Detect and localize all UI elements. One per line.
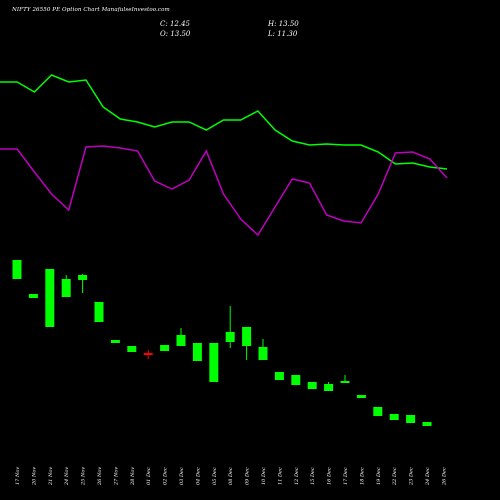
candle-body (28, 294, 38, 298)
x-tick-label: 04 Dec (195, 467, 201, 485)
x-tick-label: 05 Dec (212, 467, 218, 485)
candle-body (78, 275, 88, 280)
x-tick-label: 24 Nov (64, 467, 70, 486)
candle-body (258, 347, 268, 360)
candle-body (324, 384, 334, 391)
x-tick-label: 18 Dec (359, 467, 365, 485)
close-value: C: 12.45 (160, 20, 190, 28)
x-tick-label: 22 Dec (392, 467, 398, 486)
open-value: O: 13.50 (160, 30, 191, 38)
low-value: L: 11.30 (268, 30, 298, 38)
candle-body (389, 414, 399, 420)
x-tick-label: 19 Dec (376, 467, 382, 485)
candle-body (291, 375, 301, 385)
high-value: H: 13.50 (268, 20, 299, 28)
x-tick-label: 02 Dec (163, 467, 169, 485)
candle-body (406, 415, 416, 423)
x-tick-label: 12 Dec (294, 467, 300, 485)
candle-body (242, 327, 252, 346)
candle-body (356, 395, 366, 398)
candle-body (209, 343, 219, 382)
x-tick-label: 21 Nov (48, 467, 54, 486)
x-tick-label: 10 Dec (261, 467, 267, 485)
x-tick-label: 11 Dec (277, 467, 283, 485)
candle-body (225, 332, 235, 342)
candle-body (143, 353, 153, 355)
candle-body (94, 302, 104, 322)
x-tick-label: 15 Dec (310, 467, 316, 485)
x-tick-label: 03 Dec (179, 467, 185, 485)
candle-body (192, 343, 202, 361)
candle-body (340, 381, 350, 383)
x-tick-label: 17 Dec (343, 467, 349, 485)
candle-body (160, 345, 170, 351)
series-line (0, 145, 448, 237)
candle-body (45, 269, 55, 327)
candle-body (12, 260, 22, 279)
x-tick-label: 26 Dec (441, 467, 447, 486)
x-tick-label: 16 Dec (327, 467, 333, 485)
x-tick-label: 23 Dec (409, 467, 415, 486)
x-tick-label: 20 Nov (31, 467, 37, 486)
x-tick-label: 17 Nov (15, 467, 21, 485)
x-tick-label: 24 Dec (425, 467, 431, 486)
x-tick-label: 01 Dec (146, 467, 152, 485)
candle-body (61, 279, 71, 297)
x-tick-label: 09 Dec (245, 467, 251, 485)
candle-body (127, 346, 137, 352)
candle-body (373, 407, 383, 416)
x-tick-label: 27 Nov (113, 467, 119, 486)
candle-body (274, 372, 284, 380)
candle-body (110, 340, 120, 343)
x-tick-label: 25 Nov (81, 467, 87, 486)
series-line (0, 74, 448, 170)
x-tick-label: 28 Nov (130, 467, 136, 486)
x-tick-label: 26 Nov (97, 467, 103, 486)
x-tick-label: 08 Dec (228, 467, 234, 485)
candle-body (307, 382, 317, 389)
candle-body (176, 335, 186, 346)
candle-body (422, 422, 432, 426)
chart-title: NIFTY 26550 PE Option Chart ManafulseInv… (12, 7, 170, 13)
